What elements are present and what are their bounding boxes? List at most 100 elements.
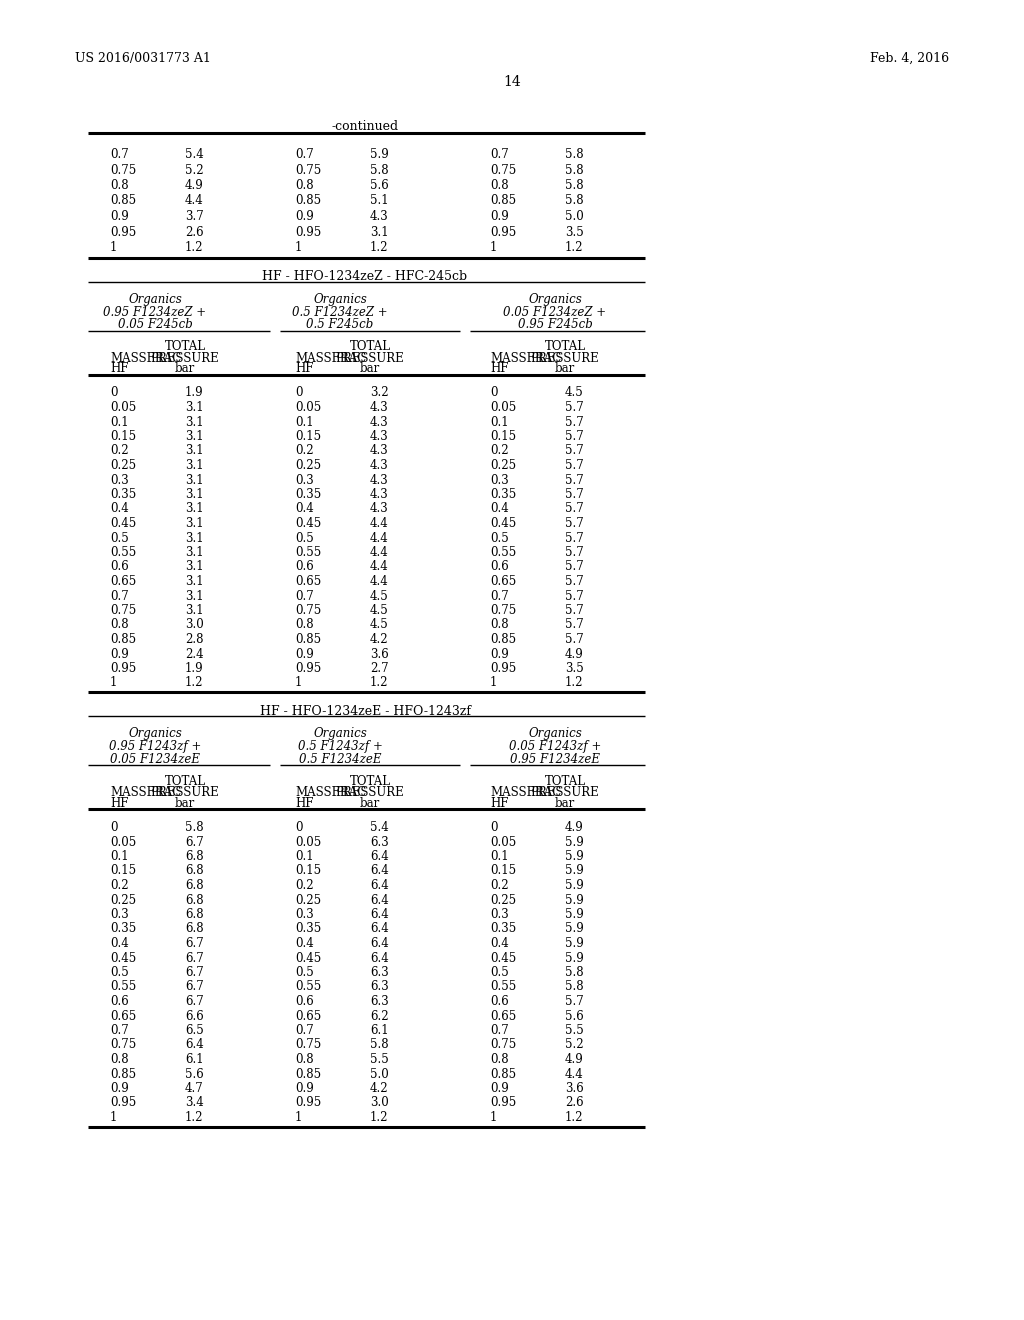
Text: 3.1: 3.1: [185, 517, 204, 531]
Text: 0.3: 0.3: [490, 908, 509, 921]
Text: 4.4: 4.4: [370, 532, 389, 544]
Text: 0.05 F1234zeE: 0.05 F1234zeE: [110, 752, 200, 766]
Text: 0.3: 0.3: [110, 474, 129, 487]
Text: 6.4: 6.4: [370, 937, 389, 950]
Text: 0.45: 0.45: [295, 517, 322, 531]
Text: 0.5: 0.5: [295, 966, 313, 979]
Text: 5.9: 5.9: [565, 865, 584, 878]
Text: 1.2: 1.2: [185, 1111, 204, 1125]
Text: 0.45: 0.45: [110, 517, 136, 531]
Text: 4.4: 4.4: [370, 546, 389, 558]
Text: 3.1: 3.1: [185, 445, 204, 458]
Text: 0.5 F1243zf +: 0.5 F1243zf +: [298, 741, 382, 752]
Text: 3.1: 3.1: [185, 590, 204, 602]
Text: 2.7: 2.7: [370, 663, 389, 675]
Text: 0.2: 0.2: [295, 445, 313, 458]
Text: 0.2: 0.2: [110, 879, 129, 892]
Text: 0.1: 0.1: [110, 850, 129, 863]
Text: 2.6: 2.6: [565, 1097, 584, 1110]
Text: 4.3: 4.3: [370, 430, 389, 444]
Text: 4.4: 4.4: [370, 517, 389, 531]
Text: 4.2: 4.2: [370, 1082, 389, 1096]
Text: bar: bar: [175, 797, 196, 810]
Text: Feb. 4, 2016: Feb. 4, 2016: [869, 51, 949, 65]
Text: 5.8: 5.8: [565, 981, 584, 994]
Text: 0.15: 0.15: [110, 430, 136, 444]
Text: 3.2: 3.2: [370, 387, 389, 400]
Text: HF - HFO-1234zeZ - HFC-245cb: HF - HFO-1234zeZ - HFC-245cb: [262, 271, 468, 284]
Text: 0.6: 0.6: [490, 995, 509, 1008]
Text: 0: 0: [490, 821, 498, 834]
Text: 6.2: 6.2: [370, 1010, 389, 1023]
Text: 0.95: 0.95: [490, 663, 516, 675]
Text: MASSFRAC: MASSFRAC: [295, 351, 367, 364]
Text: 1.2: 1.2: [565, 1111, 584, 1125]
Text: 6.7: 6.7: [185, 937, 204, 950]
Text: 1: 1: [295, 242, 302, 253]
Text: 1.2: 1.2: [565, 242, 584, 253]
Text: 0.75: 0.75: [295, 605, 322, 616]
Text: 5.7: 5.7: [565, 503, 584, 516]
Text: TOTAL: TOTAL: [545, 775, 586, 788]
Text: TOTAL: TOTAL: [165, 341, 206, 354]
Text: 0: 0: [110, 821, 118, 834]
Text: 5.4: 5.4: [185, 148, 204, 161]
Text: PRESSURE: PRESSURE: [530, 351, 599, 364]
Text: 4.2: 4.2: [370, 634, 389, 645]
Text: 0.85: 0.85: [110, 194, 136, 207]
Text: 0.3: 0.3: [110, 908, 129, 921]
Text: PRESSURE: PRESSURE: [336, 785, 404, 799]
Text: 1: 1: [110, 1111, 118, 1125]
Text: 5.8: 5.8: [370, 164, 389, 177]
Text: 3.1: 3.1: [185, 459, 204, 473]
Text: 4.3: 4.3: [370, 474, 389, 487]
Text: 4.3: 4.3: [370, 488, 389, 502]
Text: 3.5: 3.5: [565, 226, 584, 239]
Text: 3.1: 3.1: [185, 532, 204, 544]
Text: 4.9: 4.9: [565, 648, 584, 660]
Text: bar: bar: [359, 797, 380, 810]
Text: 0.8: 0.8: [110, 1053, 129, 1067]
Text: 0.65: 0.65: [490, 576, 516, 587]
Text: 0.7: 0.7: [490, 590, 509, 602]
Text: HF: HF: [110, 797, 128, 810]
Text: 5.9: 5.9: [565, 952, 584, 965]
Text: MASSFRAC: MASSFRAC: [490, 351, 561, 364]
Text: 0.1: 0.1: [110, 416, 129, 429]
Text: 0.95 F1243zf +: 0.95 F1243zf +: [109, 741, 201, 752]
Text: 0.65: 0.65: [110, 1010, 136, 1023]
Text: 0.35: 0.35: [295, 488, 322, 502]
Text: 0.5: 0.5: [110, 532, 129, 544]
Text: 3.1: 3.1: [185, 503, 204, 516]
Text: 5.9: 5.9: [565, 894, 584, 907]
Text: 5.8: 5.8: [565, 194, 584, 207]
Text: 0.05 F1234zeZ +: 0.05 F1234zeZ +: [504, 305, 606, 318]
Text: 0.4: 0.4: [295, 937, 313, 950]
Text: 0.35: 0.35: [490, 488, 516, 502]
Text: PRESSURE: PRESSURE: [530, 785, 599, 799]
Text: 6.4: 6.4: [370, 879, 389, 892]
Text: 6.3: 6.3: [370, 966, 389, 979]
Text: 0.35: 0.35: [295, 923, 322, 936]
Text: 0.85: 0.85: [295, 1068, 322, 1081]
Text: 6.8: 6.8: [185, 923, 204, 936]
Text: 4.4: 4.4: [370, 576, 389, 587]
Text: bar: bar: [359, 363, 380, 375]
Text: 5.7: 5.7: [565, 605, 584, 616]
Text: 1: 1: [110, 242, 118, 253]
Text: 0.05: 0.05: [490, 836, 516, 849]
Text: 0.6: 0.6: [110, 561, 129, 573]
Text: 6.4: 6.4: [370, 894, 389, 907]
Text: 0: 0: [490, 387, 498, 400]
Text: 0.85: 0.85: [295, 194, 322, 207]
Text: 0.15: 0.15: [295, 865, 322, 878]
Text: 5.7: 5.7: [565, 619, 584, 631]
Text: 6.3: 6.3: [370, 995, 389, 1008]
Text: HF: HF: [490, 363, 509, 375]
Text: 0.3: 0.3: [490, 474, 509, 487]
Text: 5.7: 5.7: [565, 576, 584, 587]
Text: 6.4: 6.4: [370, 850, 389, 863]
Text: 0.6: 0.6: [490, 561, 509, 573]
Text: MASSFRAC: MASSFRAC: [490, 785, 561, 799]
Text: 5.9: 5.9: [370, 148, 389, 161]
